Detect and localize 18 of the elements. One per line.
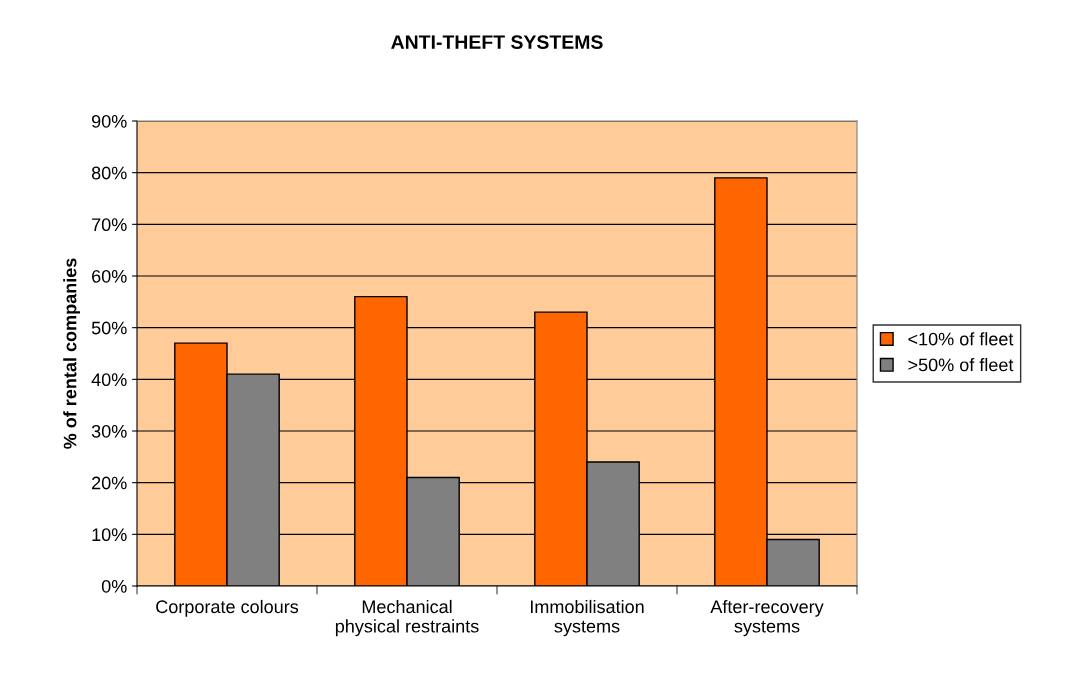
y-tick-label: 60% bbox=[92, 269, 127, 283]
y-tick-label: 50% bbox=[91, 321, 127, 335]
y-tick-label: 80% bbox=[91, 166, 127, 180]
legend-label: <10% of fleet bbox=[908, 332, 1014, 346]
legend-label: >50% of fleet bbox=[908, 358, 1014, 372]
y-tick-label: 30% bbox=[91, 424, 127, 438]
y-tick-label: 40% bbox=[91, 373, 127, 387]
y-tick-label: 90% bbox=[91, 114, 127, 128]
y-tick-label: 70% bbox=[92, 218, 127, 232]
x-tick-label: Immobilisation systems bbox=[530, 599, 644, 637]
x-tick-label: Mechanical physical restraints bbox=[335, 599, 479, 637]
y-tick-label: 10% bbox=[92, 528, 127, 542]
x-tick-label: Corporate colours bbox=[156, 599, 299, 617]
y-tick-label: 20% bbox=[92, 476, 127, 490]
y-axis-title: % of rental companies bbox=[63, 258, 81, 449]
y-tick-label: 0% bbox=[101, 579, 127, 593]
x-tick-label: After-recovery systems bbox=[710, 599, 824, 637]
chart-title: ANTI-THEFT SYSTEMS bbox=[391, 35, 603, 49]
